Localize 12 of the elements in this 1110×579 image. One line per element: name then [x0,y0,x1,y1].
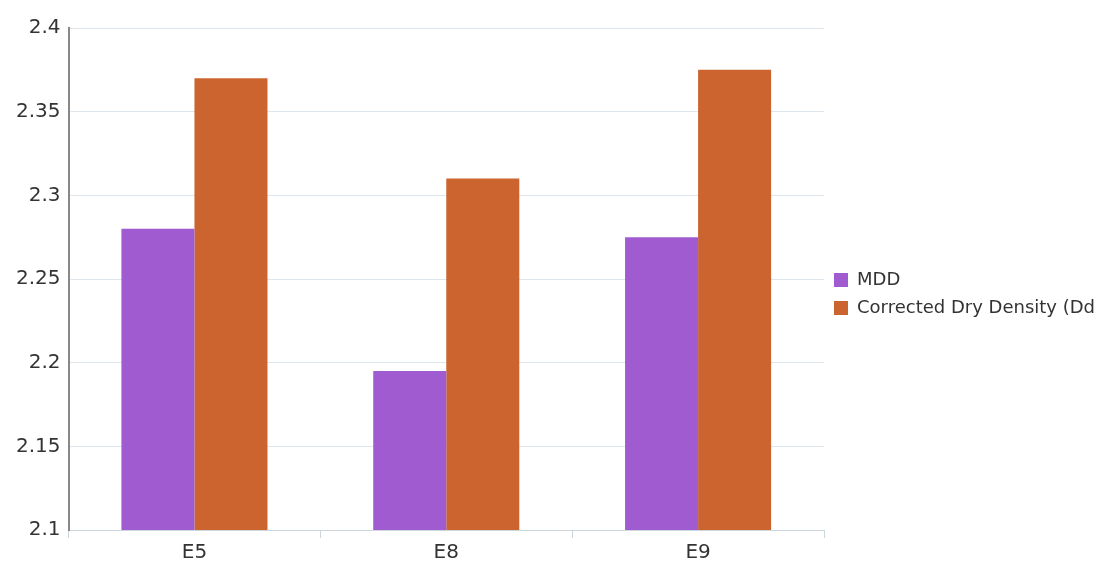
y-tick-label: 2.3 [28,181,61,206]
legend-label: Corrected Dry Density (Dd [857,295,1096,317]
y-tick-label: 2.4 [28,14,61,39]
legend-label: MDD [857,267,901,289]
y-tick-label: 2.2 [28,348,61,373]
y-tick-label: 2.15 [16,432,61,457]
x-tick-label: E5 [181,539,208,564]
x-tick-label: E9 [685,539,711,564]
y-tick-label: 2.25 [16,265,61,290]
x-tick-label: E8 [433,539,459,564]
y-tick-label: 2.1 [28,516,61,541]
y-tick-label: 2.35 [16,97,61,122]
